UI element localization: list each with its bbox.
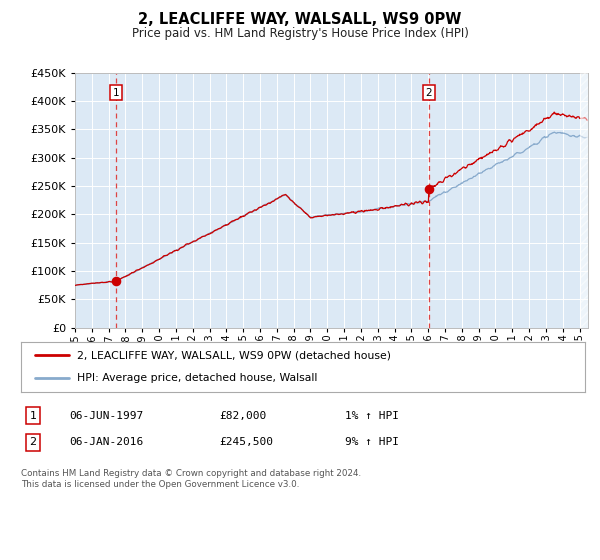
Text: 1% ↑ HPI: 1% ↑ HPI bbox=[345, 410, 399, 421]
Text: 2: 2 bbox=[29, 437, 37, 447]
Text: £82,000: £82,000 bbox=[219, 410, 266, 421]
Text: 2, LEACLIFFE WAY, WALSALL, WS9 0PW (detached house): 2, LEACLIFFE WAY, WALSALL, WS9 0PW (deta… bbox=[77, 350, 391, 360]
Text: 1: 1 bbox=[113, 87, 119, 97]
Text: 2: 2 bbox=[425, 87, 432, 97]
Text: 2, LEACLIFFE WAY, WALSALL, WS9 0PW: 2, LEACLIFFE WAY, WALSALL, WS9 0PW bbox=[139, 12, 461, 27]
Text: Contains HM Land Registry data © Crown copyright and database right 2024.
This d: Contains HM Land Registry data © Crown c… bbox=[21, 469, 361, 489]
Text: Price paid vs. HM Land Registry's House Price Index (HPI): Price paid vs. HM Land Registry's House … bbox=[131, 27, 469, 40]
Text: 9% ↑ HPI: 9% ↑ HPI bbox=[345, 437, 399, 447]
Text: £245,500: £245,500 bbox=[219, 437, 273, 447]
Text: 06-JAN-2016: 06-JAN-2016 bbox=[69, 437, 143, 447]
Text: HPI: Average price, detached house, Walsall: HPI: Average price, detached house, Wals… bbox=[77, 374, 318, 384]
Point bbox=[424, 184, 434, 193]
Text: 06-JUN-1997: 06-JUN-1997 bbox=[69, 410, 143, 421]
Point bbox=[111, 277, 121, 286]
Text: 1: 1 bbox=[29, 410, 37, 421]
